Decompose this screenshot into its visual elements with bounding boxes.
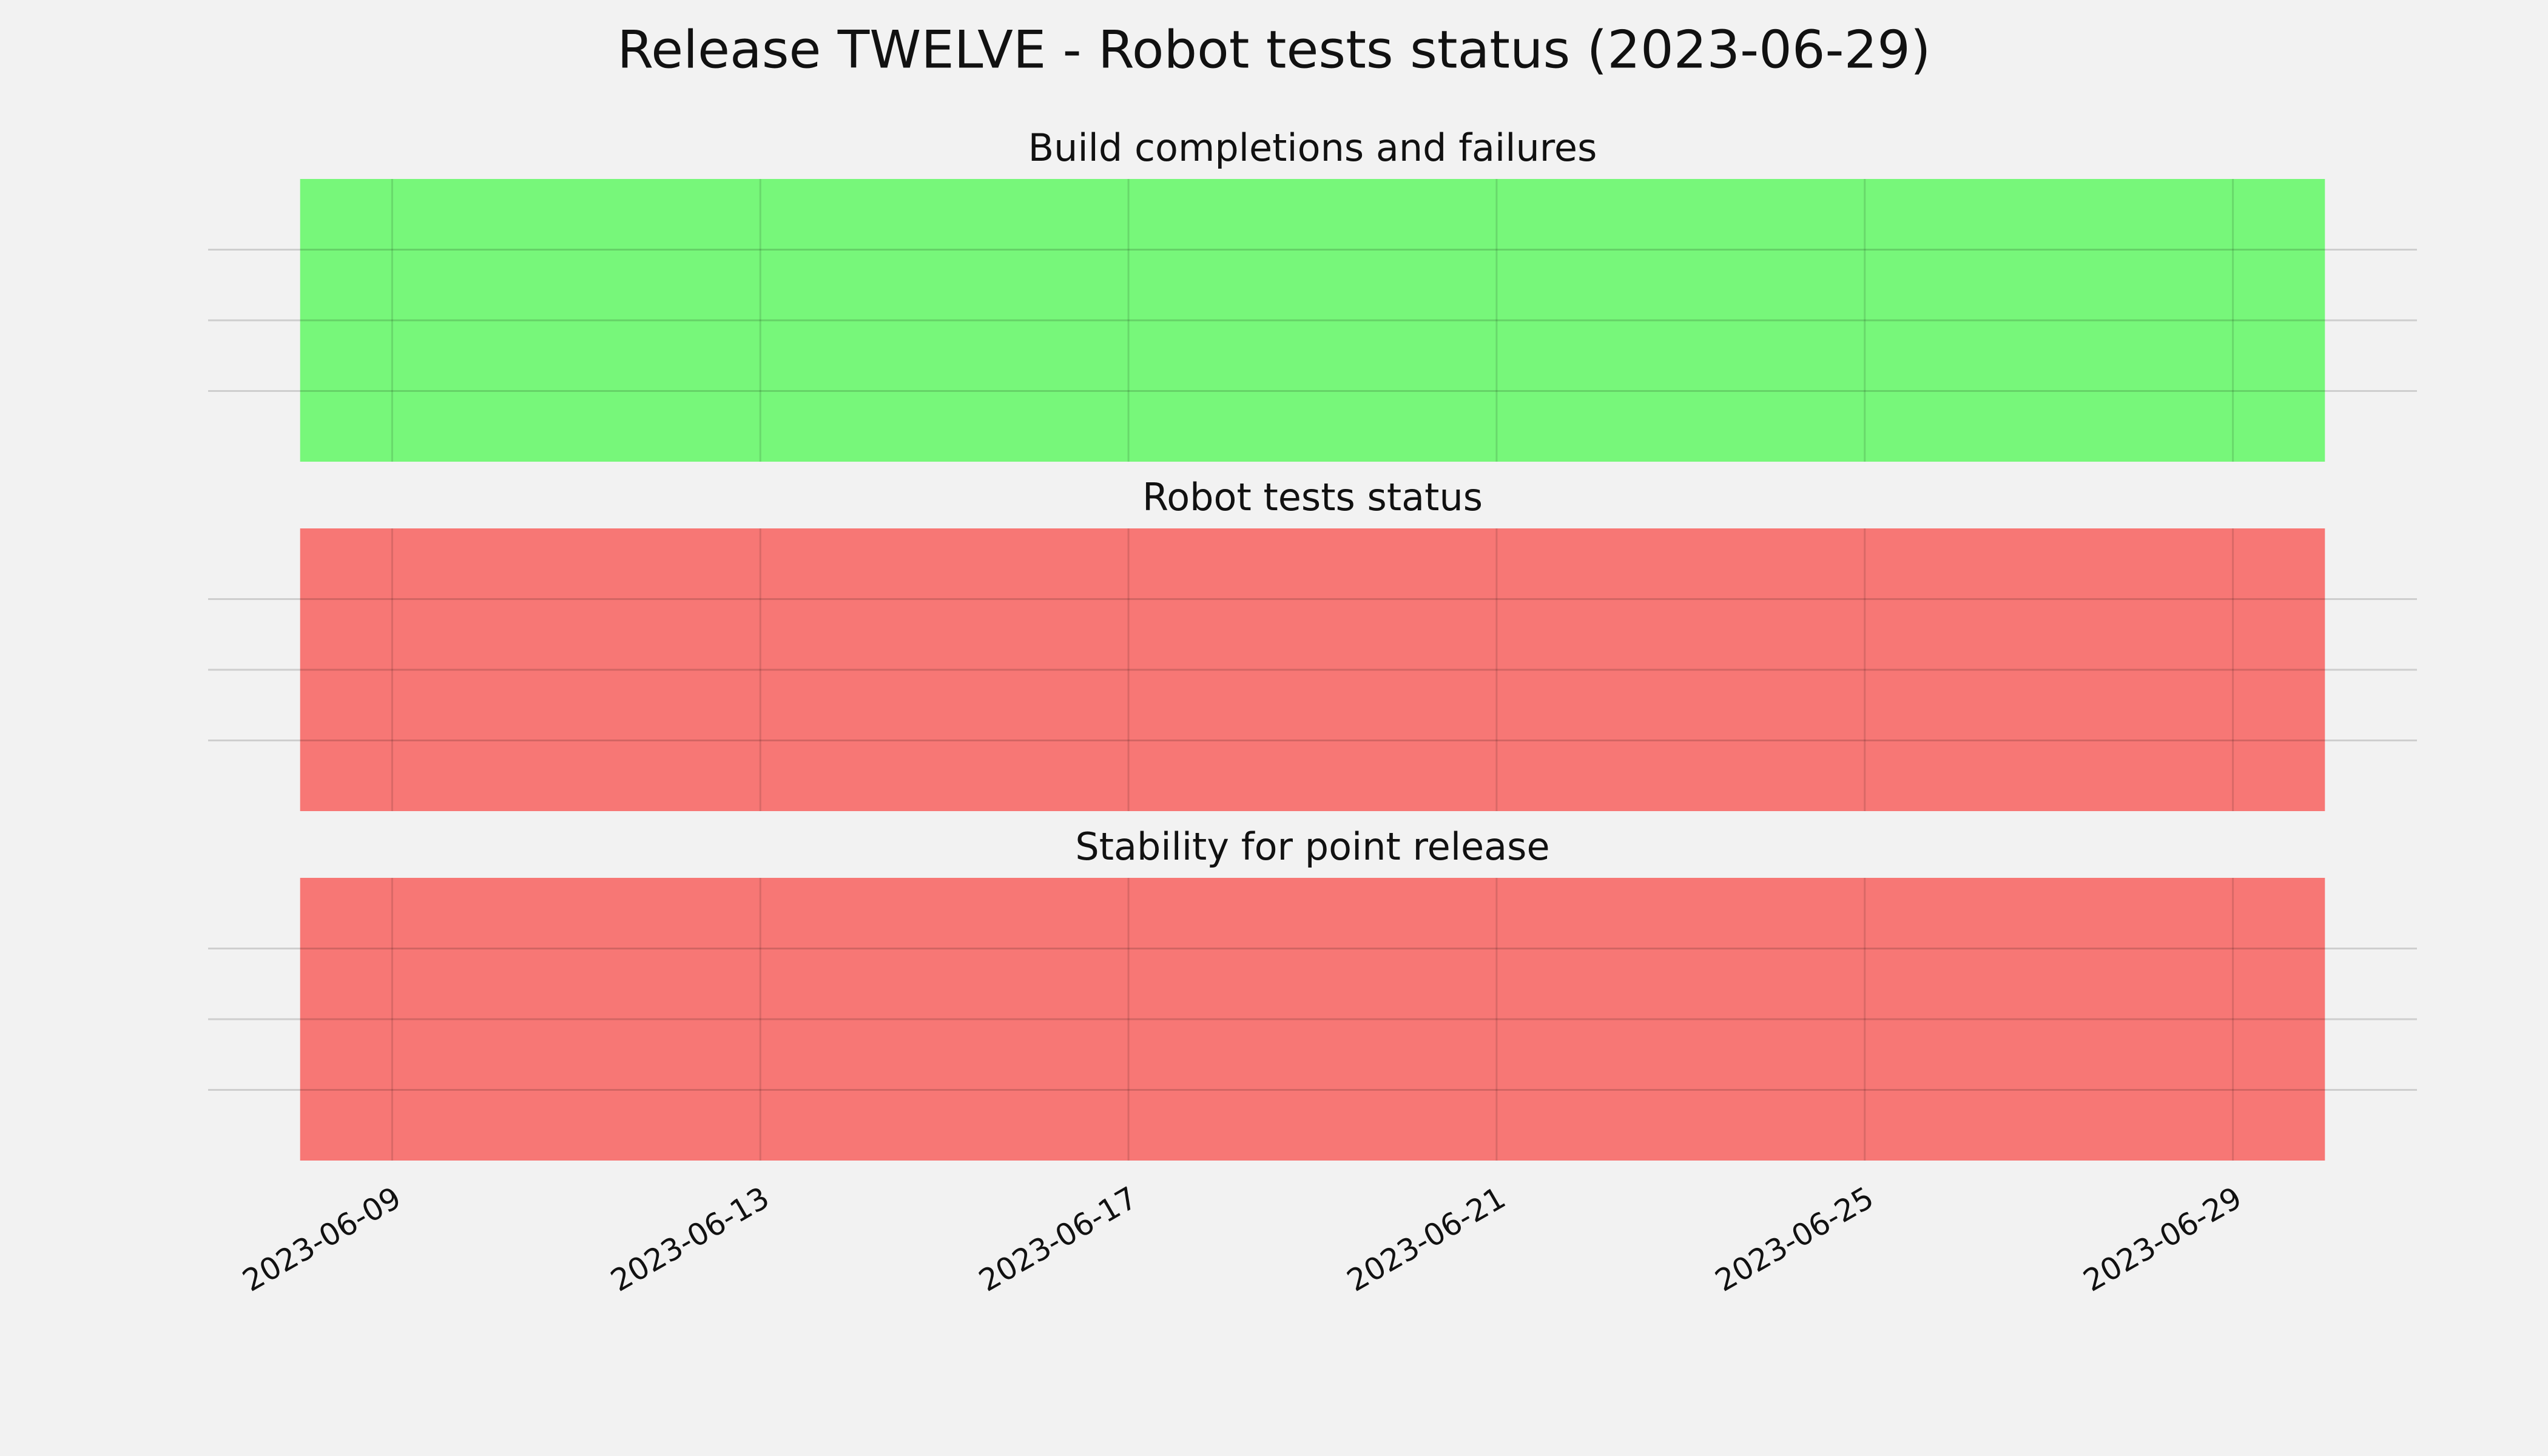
chart-title: Release TWELVE - Robot tests status (202… xyxy=(617,19,1930,80)
status-span xyxy=(300,878,2325,1161)
status-span xyxy=(300,179,2325,462)
subplot-title: Stability for point release xyxy=(1075,824,1549,869)
subplot-title: Robot tests status xyxy=(1142,475,1483,519)
subplot-title: Build completions and failures xyxy=(1028,126,1597,170)
status-span xyxy=(300,528,2325,811)
